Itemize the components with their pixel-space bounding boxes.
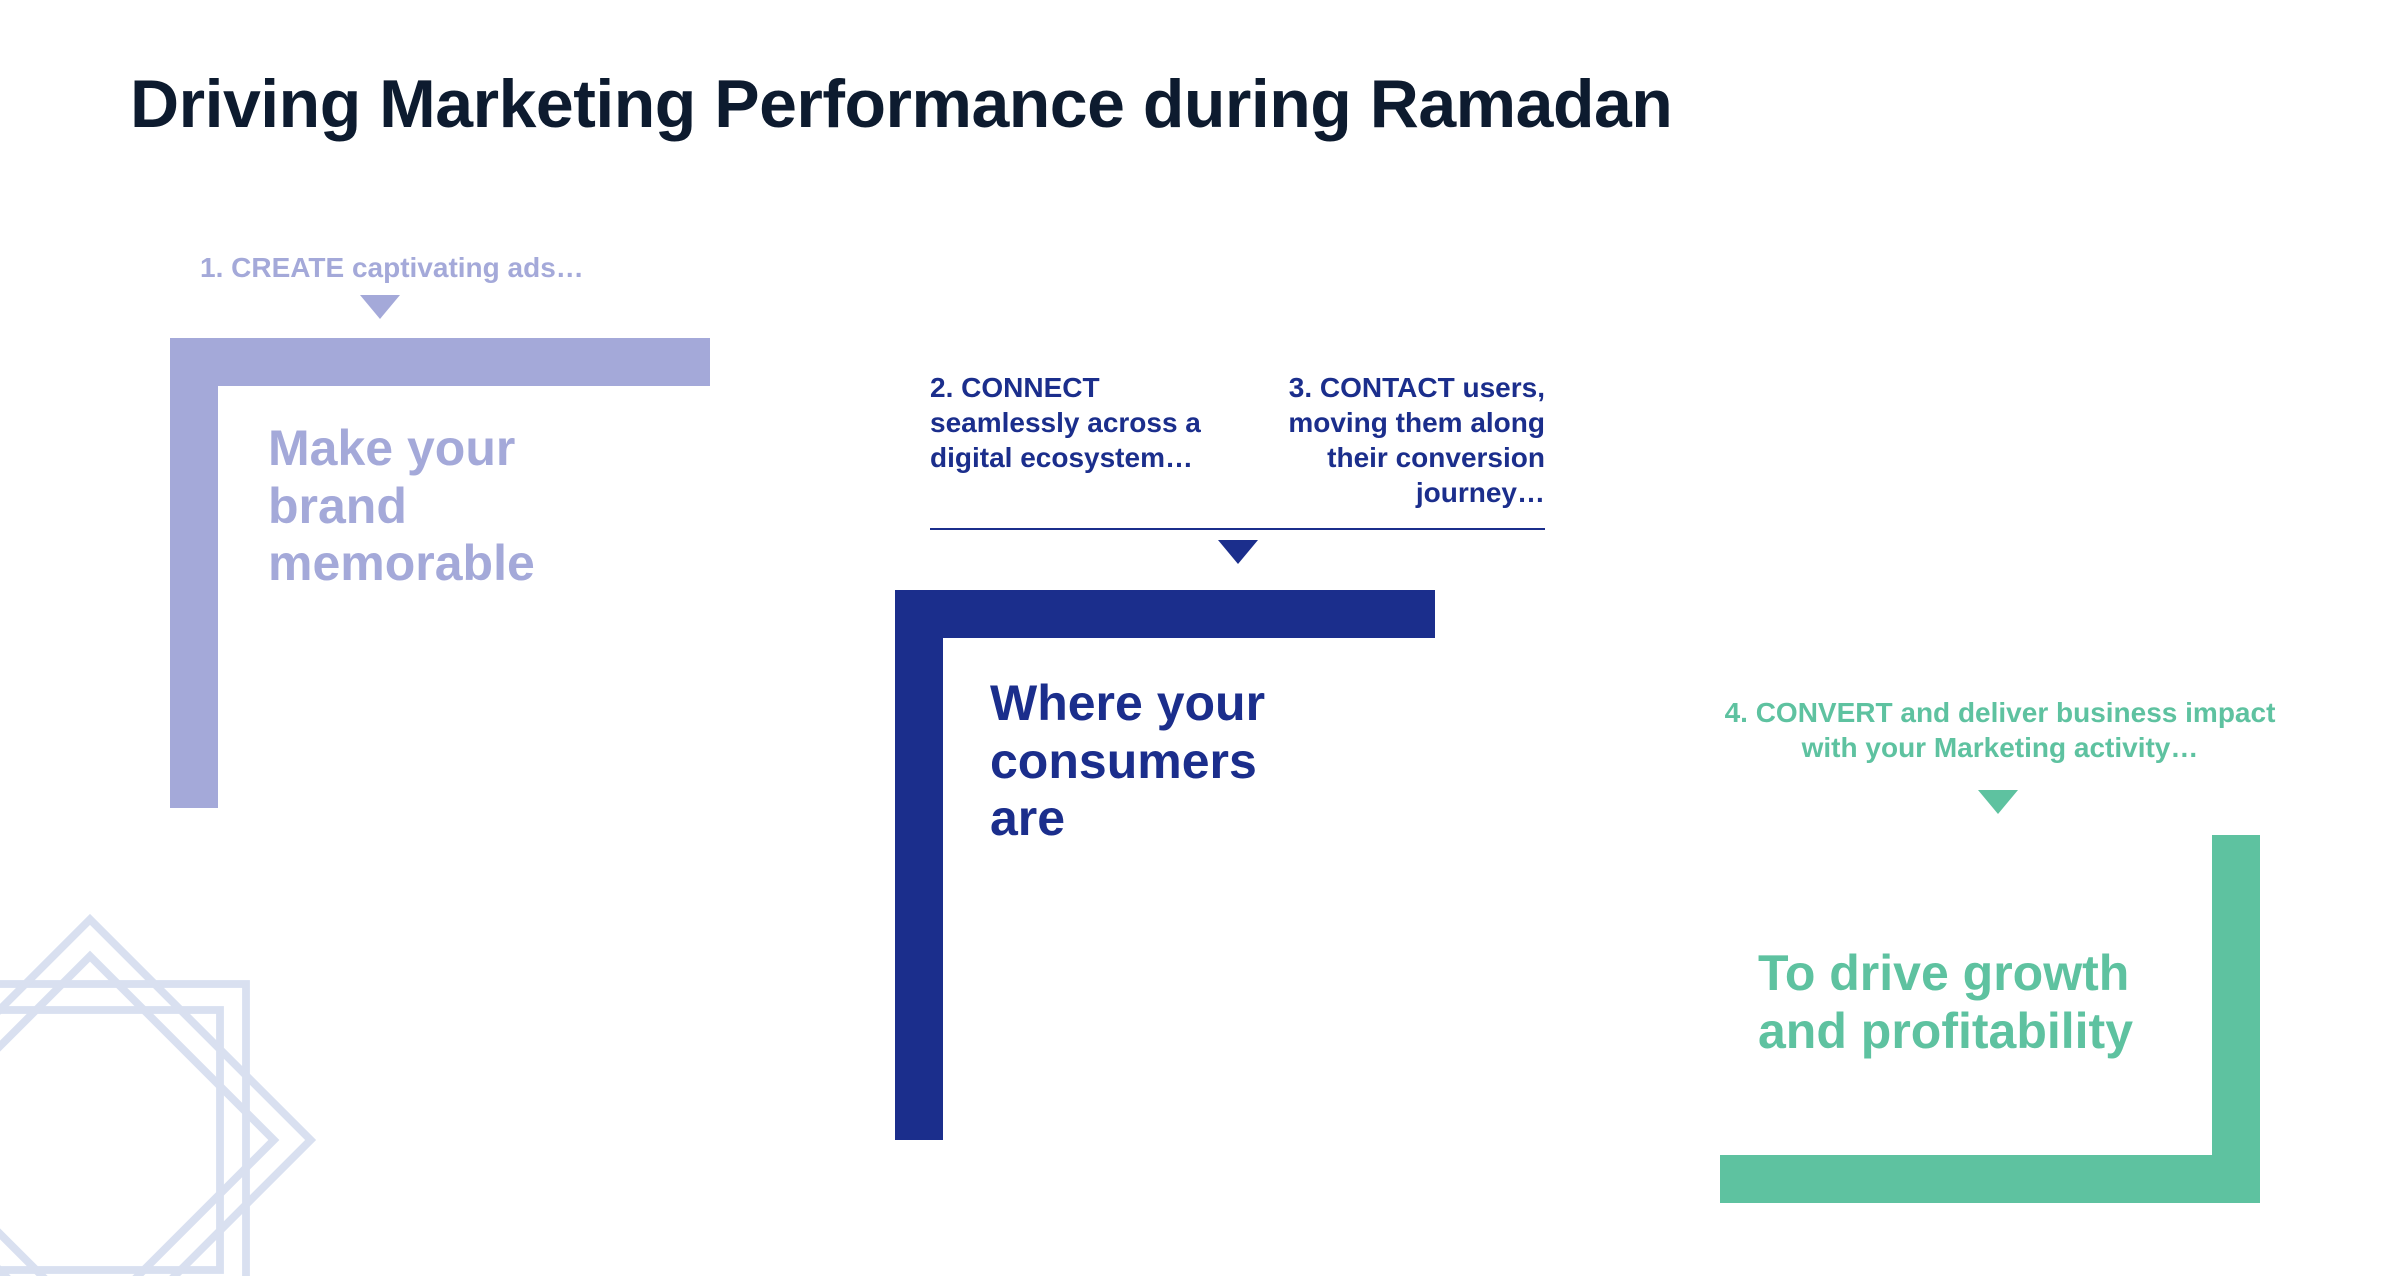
panel1-headline: Make yourbrandmemorable [268, 420, 535, 593]
star-ornament-icon [0, 880, 350, 1276]
panel3-bracket-h [1720, 1155, 2260, 1203]
panel2-caption-right: 3. CONTACT users, moving them along thei… [1245, 370, 1545, 510]
chevron-down-icon [360, 295, 400, 319]
page-title: Driving Marketing Performance during Ram… [130, 65, 1672, 143]
panel1-caption: 1. CREATE captivating ads… [200, 250, 584, 285]
panel2-caption-left: 2. CONNECT seamlessly across a digital e… [930, 370, 1230, 475]
panel1-bracket-h [170, 338, 710, 386]
panel1-bracket-v [170, 338, 218, 808]
slide: Driving Marketing Performance during Ram… [0, 0, 2406, 1276]
chevron-down-icon [1978, 790, 2018, 814]
panel3-headline: To drive growthand profitability [1758, 945, 2133, 1060]
panel2-bracket-v [895, 590, 943, 1140]
chevron-down-icon [1218, 540, 1258, 564]
panel2-bracket-h [895, 590, 1435, 638]
panel2-divider [930, 528, 1545, 530]
panel3-caption: 4. CONVERT and deliver business impact w… [1700, 695, 2300, 765]
panel2-headline: Where yourconsumersare [990, 675, 1265, 848]
panel3-bracket-v [2212, 835, 2260, 1203]
